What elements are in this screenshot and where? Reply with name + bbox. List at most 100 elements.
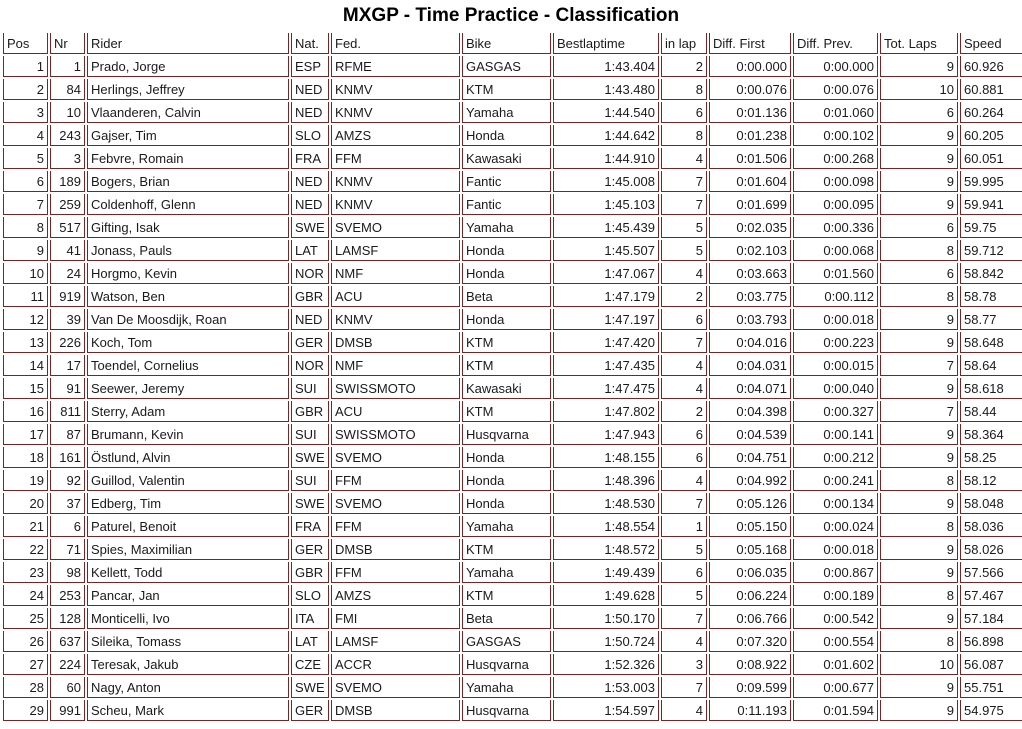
cell-nat: FRA xyxy=(291,516,329,537)
table-row: 21 6 Paturel, Benoit FRA FFM Yamaha 1:48.554 1 0… xyxy=(3,516,1022,537)
cell-fed: NMF xyxy=(331,355,460,376)
cell-diff_prev: 0:00.112 xyxy=(793,286,878,307)
cell-pos: 20 xyxy=(3,493,48,514)
cell-in_lap: 4 xyxy=(661,631,707,652)
cell-speed: 58.618 xyxy=(960,378,1022,399)
cell-pos: 19 xyxy=(3,470,48,491)
cell-rider: Prado, Jorge xyxy=(87,56,289,77)
cell-tot_laps: 8 xyxy=(880,240,958,261)
page-title: MXGP - Time Practice - Classification xyxy=(342,5,680,26)
cell-tot_laps: 9 xyxy=(880,539,958,560)
cell-bike: KTM xyxy=(462,401,551,422)
cell-nat: SWE xyxy=(291,677,329,698)
cell-tot_laps: 6 xyxy=(880,263,958,284)
cell-diff_prev: 0:00.223 xyxy=(793,332,878,353)
cell-speed: 59.941 xyxy=(960,194,1022,215)
cell-rider: Watson, Ben xyxy=(87,286,289,307)
cell-tot_laps: 9 xyxy=(880,148,958,169)
cell-in_lap: 7 xyxy=(661,332,707,353)
cell-diff_first: 0:01.699 xyxy=(709,194,791,215)
cell-bestlaptime: 1:49.439 xyxy=(553,562,659,583)
cell-in_lap: 3 xyxy=(661,654,707,675)
table-row: 26 637 Sileika, Tomass LAT LAMSF GASGAS 1:50.7… xyxy=(3,631,1022,652)
cell-fed: ACU xyxy=(331,401,460,422)
cell-in_lap: 8 xyxy=(661,79,707,100)
cell-pos: 11 xyxy=(3,286,48,307)
cell-tot_laps: 9 xyxy=(880,194,958,215)
cell-bike: Husqvarna xyxy=(462,700,551,721)
header-cell-diff_first: Diff. First xyxy=(709,33,791,54)
cell-diff_prev: 0:01.602 xyxy=(793,654,878,675)
cell-diff_prev: 0:00.018 xyxy=(793,309,878,330)
cell-pos: 1 xyxy=(3,56,48,77)
cell-bike: Honda xyxy=(462,263,551,284)
cell-diff_first: 0:04.539 xyxy=(709,424,791,445)
cell-in_lap: 7 xyxy=(661,608,707,629)
cell-speed: 60.264 xyxy=(960,102,1022,123)
cell-diff_prev: 0:00.134 xyxy=(793,493,878,514)
cell-tot_laps: 7 xyxy=(880,355,958,376)
header-cell-speed: Speed xyxy=(960,33,1022,54)
cell-nr: 259 xyxy=(50,194,85,215)
cell-speed: 58.048 xyxy=(960,493,1022,514)
cell-in_lap: 5 xyxy=(661,240,707,261)
cell-pos: 10 xyxy=(3,263,48,284)
cell-fed: DMSB xyxy=(331,332,460,353)
cell-pos: 2 xyxy=(3,79,48,100)
cell-nat: NOR xyxy=(291,263,329,284)
cell-in_lap: 5 xyxy=(661,539,707,560)
cell-bestlaptime: 1:48.396 xyxy=(553,470,659,491)
cell-fed: FFM xyxy=(331,562,460,583)
cell-bike: Fantic xyxy=(462,171,551,192)
header-cell-fed: Fed. xyxy=(331,33,460,54)
cell-bike: Yamaha xyxy=(462,562,551,583)
cell-diff_first: 0:09.599 xyxy=(709,677,791,698)
cell-pos: 21 xyxy=(3,516,48,537)
cell-bestlaptime: 1:54.597 xyxy=(553,700,659,721)
cell-fed: LAMSF xyxy=(331,631,460,652)
cell-diff_prev: 0:00.336 xyxy=(793,217,878,238)
cell-diff_first: 0:00.076 xyxy=(709,79,791,100)
cell-bestlaptime: 1:45.103 xyxy=(553,194,659,215)
cell-nr: 1 xyxy=(50,56,85,77)
cell-rider: Seewer, Jeremy xyxy=(87,378,289,399)
cell-bestlaptime: 1:53.003 xyxy=(553,677,659,698)
cell-in_lap: 6 xyxy=(661,562,707,583)
cell-fed: KNMV xyxy=(331,171,460,192)
cell-bestlaptime: 1:48.554 xyxy=(553,516,659,537)
cell-rider: Monticelli, Ivo xyxy=(87,608,289,629)
cell-speed: 57.566 xyxy=(960,562,1022,583)
cell-tot_laps: 9 xyxy=(880,56,958,77)
cell-tot_laps: 9 xyxy=(880,447,958,468)
cell-diff_prev: 0:00.018 xyxy=(793,539,878,560)
cell-nr: 98 xyxy=(50,562,85,583)
cell-speed: 58.64 xyxy=(960,355,1022,376)
table-row: 23 98 Kellett, Todd GBR FFM Yamaha 1:49.439 6 0:… xyxy=(3,562,1022,583)
cell-rider: Pancar, Jan xyxy=(87,585,289,606)
cell-tot_laps: 8 xyxy=(880,585,958,606)
cell-speed: 58.12 xyxy=(960,470,1022,491)
cell-bike: Honda xyxy=(462,470,551,491)
cell-nr: 91 xyxy=(50,378,85,399)
cell-rider: Paturel, Benoit xyxy=(87,516,289,537)
header-cell-bike: Bike xyxy=(462,33,551,54)
cell-bike: Honda xyxy=(462,447,551,468)
table-row: 25 128 Monticelli, Ivo ITA FMI Beta 1:50.170 7 0… xyxy=(3,608,1022,629)
cell-diff_first: 0:00.000 xyxy=(709,56,791,77)
cell-nr: 161 xyxy=(50,447,85,468)
cell-pos: 6 xyxy=(3,171,48,192)
cell-nr: 226 xyxy=(50,332,85,353)
cell-diff_prev: 0:01.594 xyxy=(793,700,878,721)
cell-fed: ACCR xyxy=(331,654,460,675)
cell-diff_prev: 0:00.189 xyxy=(793,585,878,606)
cell-pos: 17 xyxy=(3,424,48,445)
cell-diff_first: 0:07.320 xyxy=(709,631,791,652)
cell-nat: LAT xyxy=(291,240,329,261)
cell-diff_first: 0:05.126 xyxy=(709,493,791,514)
cell-diff_first: 0:01.604 xyxy=(709,171,791,192)
cell-fed: SWISSMOTO xyxy=(331,378,460,399)
table-body: 1 1 Prado, Jorge ESP RFME GASGAS 1:43.404 2 0:00… xyxy=(3,56,1022,721)
cell-pos: 14 xyxy=(3,355,48,376)
table-row: 9 41 Jonass, Pauls LAT LAMSF Honda 1:45.507 5 0:… xyxy=(3,240,1022,261)
cell-bestlaptime: 1:47.067 xyxy=(553,263,659,284)
